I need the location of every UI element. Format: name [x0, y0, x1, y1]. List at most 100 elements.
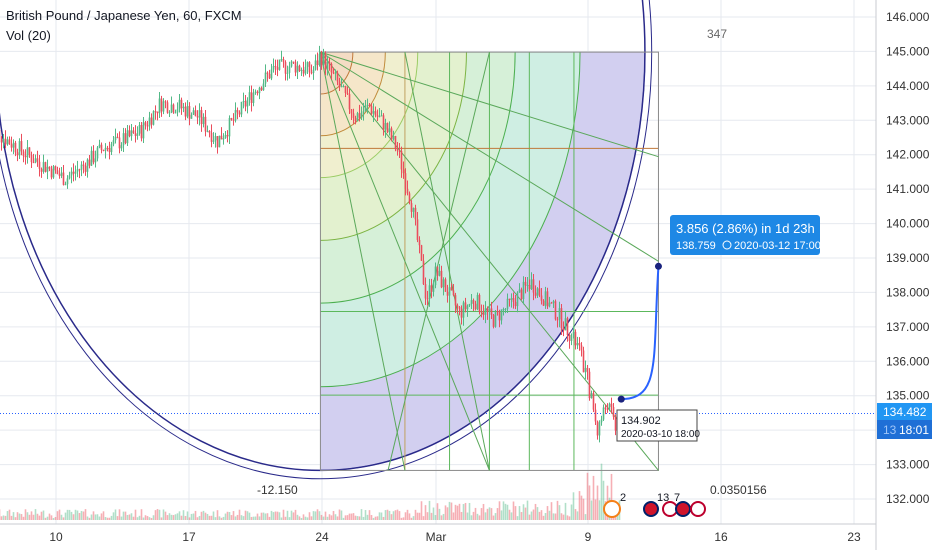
volume-bar: [558, 505, 561, 520]
volume-bar: [274, 511, 277, 520]
volume-bar: [202, 510, 205, 520]
volume-bar: [262, 512, 265, 520]
current-price-marker: 134.482 13 18:01: [877, 403, 932, 439]
volume-bar: [224, 513, 227, 520]
volume-bar: [10, 515, 13, 520]
candle-body: [40, 168, 43, 172]
gann-box[interactable]: [0, 0, 659, 480]
current-price-value: 134.482: [883, 405, 927, 419]
candle-body: [212, 140, 215, 142]
candle-body: [540, 295, 543, 301]
candle-body: [252, 92, 255, 103]
candle-body: [522, 281, 525, 300]
uk-flag-icon[interactable]: [643, 501, 659, 517]
candle-body: [360, 112, 363, 118]
volume-bar: [502, 501, 505, 520]
volume-bar: [286, 510, 289, 520]
gann-bottom-right-label: 0.0350156: [710, 483, 767, 497]
volume-bar: [334, 514, 337, 520]
japan-flag-icon[interactable]: [662, 501, 678, 517]
volume-bar: [578, 491, 581, 520]
candle-body: [314, 60, 317, 70]
candle-body: [50, 168, 53, 178]
dividend-event-icon[interactable]: [603, 500, 621, 518]
candle-body: [326, 62, 329, 70]
volume-bar: [516, 516, 519, 520]
candle-body: [158, 98, 161, 114]
volume-bar: [406, 509, 409, 520]
x-tick-label: 10: [49, 530, 63, 544]
volume-bar: [408, 513, 411, 520]
candle-body: [152, 111, 155, 125]
volume-bar: [122, 511, 125, 520]
gann-fan-line: [320, 51, 659, 158]
volume-bar: [322, 516, 325, 520]
volume-bar: [42, 510, 45, 520]
candle-body: [340, 86, 343, 88]
volume-bar: [582, 498, 585, 520]
gann-fill-group: [320, 52, 646, 471]
start-point-label[interactable]: 134.902 2020-03-10 18:00: [616, 409, 700, 442]
candle-body: [484, 308, 487, 315]
candle-body: [514, 301, 517, 307]
volume-bar: [244, 510, 247, 520]
volume-bar: [230, 515, 233, 520]
volume-bar: [418, 512, 421, 520]
candle-body: [10, 144, 13, 148]
candle-body: [466, 305, 469, 310]
candle-body: [574, 331, 577, 346]
volume-bar: [526, 500, 529, 520]
candle-body: [178, 99, 181, 110]
candle-body: [52, 166, 55, 178]
candle-body: [554, 301, 557, 320]
gann-top-left-label: -12.150: [257, 483, 298, 497]
volume-bar: [14, 517, 17, 520]
uk-flag-icon-2[interactable]: [675, 501, 691, 517]
volume-bar: [160, 517, 163, 520]
volume-bar: [510, 512, 513, 520]
volume-bar: [24, 509, 27, 520]
volume-bar: [590, 500, 593, 520]
candle-body: [382, 115, 385, 130]
candle-body: [160, 98, 163, 112]
volume-bar: [88, 517, 91, 520]
volume-bar: [374, 516, 377, 520]
candle-body: [134, 133, 137, 136]
drawing-overlay[interactable]: [617, 262, 662, 403]
candle-body: [604, 407, 607, 409]
event-markers[interactable]: 2 13 7: [603, 492, 706, 518]
candle-body: [228, 117, 231, 137]
volume-bar: [44, 517, 47, 520]
volume-bar: [454, 504, 457, 520]
volume-bar: [336, 516, 339, 520]
y-tick-label: 146.000: [886, 10, 930, 24]
candle-body: [556, 319, 559, 321]
candle-body: [380, 115, 383, 117]
volume-bar: [172, 515, 175, 520]
candle-body: [204, 116, 207, 132]
measure-badge-time: 2020-03-12 17:00: [734, 240, 821, 252]
volume-bar: [194, 510, 197, 520]
candle-body: [196, 116, 199, 118]
volume-bar: [34, 509, 37, 520]
gann-fan-line: [319, 51, 490, 471]
price-candles: [0, 45, 621, 443]
candle-body: [610, 403, 613, 408]
candle-body: [180, 99, 183, 109]
japan-flag-icon-2[interactable]: [690, 501, 706, 517]
volume-bar: [258, 516, 261, 520]
y-tick-label: 132.000: [886, 492, 930, 506]
volume-bar: [480, 508, 483, 520]
candle-body: [362, 111, 365, 113]
candle-body: [222, 138, 225, 140]
candle-body: [324, 53, 327, 70]
candle-body: [184, 106, 187, 117]
volume-bar: [96, 514, 99, 520]
measure-badge[interactable]: 3.856 (2.86%) in 1d 23h 138.759 2020-03-…: [670, 215, 821, 255]
volume-bar: [446, 507, 449, 520]
volume-bar: [170, 514, 173, 520]
volume-bar: [216, 510, 219, 520]
candle-body: [84, 165, 87, 172]
candle-body: [30, 155, 33, 163]
